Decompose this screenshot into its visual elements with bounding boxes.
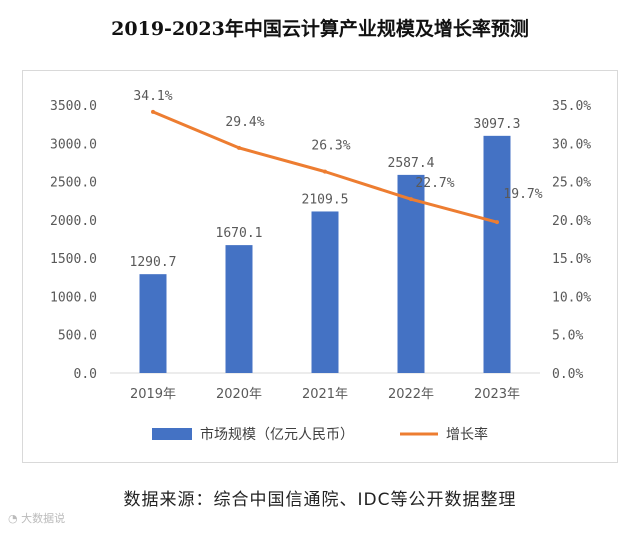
x-tick-label: 2020年 — [216, 387, 262, 402]
bar-value-label: 1290.7 — [130, 255, 177, 270]
y-right-tick-label: 5.0% — [552, 329, 583, 344]
x-tick-label: 2021年 — [302, 387, 348, 402]
watermark-label: 大数据说 — [21, 512, 66, 525]
combo-chart: 0.0 500.0 1000.0 1500.0 2000.0 2500.0 3000.0 35… — [50, 89, 591, 443]
watermark: ◔ 大数据说 — [8, 510, 65, 526]
source-note: 数据来源：综合中国信通院、IDC等公开数据整理 — [123, 490, 517, 510]
y-right-tick-label: 20.0% — [552, 214, 591, 229]
growth-value-label: 26.3% — [311, 139, 350, 154]
y-right-tick-label: 35.0% — [552, 99, 591, 114]
growth-point — [151, 109, 155, 114]
legend-bar-swatch — [152, 428, 192, 440]
y-right-tick-label: 30.0% — [552, 137, 591, 152]
bar — [483, 135, 511, 373]
bar — [225, 245, 253, 373]
y-right-tick-label: 25.0% — [552, 176, 591, 191]
y-left-tick-label: 1000.0 — [50, 290, 97, 305]
y-left-tick-label: 0.0 — [74, 367, 97, 382]
y-left-tick-label: 2500.0 — [50, 176, 97, 191]
x-tick-label: 2019年 — [130, 387, 176, 402]
legend-bar-label: 市场规模（亿元人民币） — [200, 426, 354, 443]
growth-point — [409, 197, 413, 202]
watermark-icon: ◔ — [8, 512, 18, 525]
growth-point — [495, 220, 499, 225]
growth-value-label: 34.1% — [133, 89, 172, 104]
chart-title: 2019-2023年中国云计算产业规模及增长率预测 — [111, 18, 529, 40]
y-left-tick-label: 2000.0 — [50, 214, 97, 229]
y-left-tick-label: 1500.0 — [50, 252, 97, 267]
bar-value-label: 2587.4 — [388, 156, 435, 171]
growth-value-label: 19.7% — [503, 187, 542, 202]
growth-value-label: 22.7% — [415, 176, 454, 191]
growth-point — [323, 169, 327, 174]
x-tick-label: 2023年 — [474, 387, 520, 402]
legend-line-label: 增长率 — [446, 426, 488, 443]
growth-point — [237, 145, 241, 150]
bar-value-label: 3097.3 — [474, 117, 521, 132]
y-right-tick-label: 15.0% — [552, 252, 591, 267]
bar — [311, 211, 339, 373]
y-left-tick-label: 500.0 — [58, 329, 97, 344]
y-left-tick-label: 3500.0 — [50, 99, 97, 114]
bar-value-label: 1670.1 — [216, 226, 263, 241]
x-tick-label: 2022年 — [388, 387, 434, 402]
y-right-tick-label: 0.0% — [552, 367, 583, 382]
growth-value-label: 29.4% — [225, 115, 264, 130]
y-right-tick-label: 10.0% — [552, 290, 591, 305]
bar — [139, 274, 167, 373]
bar-value-label: 2109.5 — [302, 192, 349, 207]
y-left-tick-label: 3000.0 — [50, 137, 97, 152]
bar — [397, 174, 425, 373]
